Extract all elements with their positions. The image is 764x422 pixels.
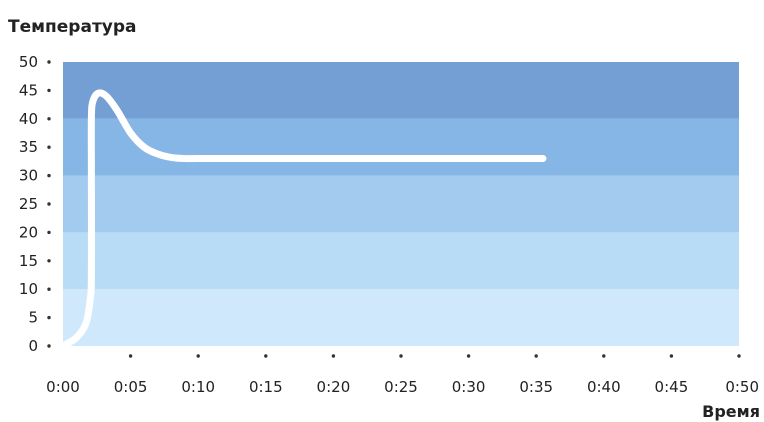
x-tick-mark — [128, 354, 133, 358]
x-tick-mark — [737, 354, 741, 358]
y-tick-mark — [47, 230, 51, 235]
temperature-line — [59, 89, 547, 350]
y-tick-label: 45 — [19, 81, 38, 99]
x-tick-label: 0:25 — [384, 378, 418, 396]
y-tick-mark — [47, 344, 51, 348]
x-tick-label: 0:30 — [452, 378, 486, 396]
x-tick-label: 0:10 — [181, 378, 215, 396]
x-tick-label: 0:35 — [519, 378, 553, 396]
band-4 — [63, 62, 739, 119]
y-tick-mark — [47, 202, 51, 206]
x-tick-label: 0:20 — [317, 378, 351, 396]
y-tick-label: 35 — [19, 138, 38, 156]
y-axis: 0 5 10 15 20 25 30 35 40 45 50 — [19, 53, 51, 355]
x-tick-label: 0:40 — [587, 378, 621, 396]
y-tick-label: 30 — [19, 167, 38, 185]
x-tick-mark — [466, 354, 471, 358]
y-tick-mark — [47, 88, 51, 93]
band-0 — [63, 289, 739, 346]
y-tick-label: 20 — [19, 223, 38, 241]
background-bands — [63, 62, 739, 346]
chart-title: Температура — [8, 17, 137, 37]
x-tick-mark — [669, 354, 674, 358]
y-tick-label: 40 — [19, 110, 38, 128]
x-tick-mark — [602, 354, 606, 358]
y-tick-mark — [47, 315, 51, 320]
x-axis: 0:00 0:05 0:10 0:15 0:20 0:25 0:30 0:35 0:40 0:45… — [46, 354, 759, 396]
y-tick-label: 5 — [28, 309, 38, 327]
band-2 — [63, 175, 739, 233]
y-tick-mark — [47, 145, 51, 149]
x-tick-label: 0:15 — [249, 378, 283, 396]
x-tick-mark — [534, 354, 538, 358]
x-tick-label: 0:45 — [655, 378, 689, 396]
y-tick-mark — [47, 173, 51, 178]
x-tick-mark — [331, 354, 336, 358]
x-tick-label: 0:05 — [114, 378, 148, 396]
y-tick-label: 25 — [19, 195, 38, 213]
y-tick-mark — [47, 287, 51, 291]
x-tick-label: 0:00 — [46, 378, 80, 396]
y-tick-label: 0 — [28, 337, 38, 355]
band-3 — [63, 118, 739, 176]
x-tick-mark — [399, 354, 403, 358]
x-tick-label: 0:50 — [725, 378, 759, 396]
y-tick-label: 50 — [19, 53, 38, 71]
x-tick-mark — [196, 354, 200, 358]
y-tick-label: 10 — [19, 280, 38, 298]
y-tick-mark — [47, 117, 51, 121]
y-tick-label: 15 — [19, 252, 38, 270]
y-tick-mark — [47, 60, 51, 64]
x-axis-label: Время — [702, 402, 760, 421]
x-tick-mark — [264, 354, 268, 358]
y-tick-mark — [47, 259, 51, 263]
band-1 — [63, 232, 739, 290]
